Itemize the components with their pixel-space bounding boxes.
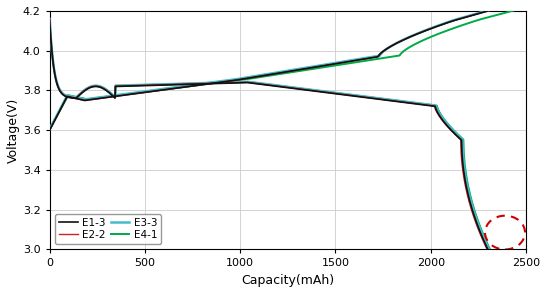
E2-2	[46, 18, 53, 21]
E3-3	[389, 98, 395, 102]
E2-2	[223, 81, 230, 84]
E2-2	[91, 84, 97, 88]
E1-3	[224, 81, 230, 85]
E2-2	[239, 81, 246, 84]
E4-1	[389, 98, 396, 102]
Line: E1-3: E1-3	[50, 20, 488, 250]
E1-3	[46, 18, 53, 22]
E2-2	[347, 93, 353, 97]
E3-3	[91, 84, 98, 88]
E1-3	[485, 248, 491, 251]
E3-3	[397, 99, 403, 103]
E3-3	[46, 17, 53, 21]
Legend: E1-3, E2-2, E3-3, E4-1: E1-3, E2-2, E3-3, E4-1	[55, 214, 161, 244]
E2-2	[387, 98, 394, 102]
Line: E3-3: E3-3	[50, 19, 489, 249]
E3-3	[224, 81, 230, 84]
X-axis label: Capacity(mAh): Capacity(mAh)	[241, 274, 334, 287]
E4-1	[398, 99, 404, 103]
E3-3	[486, 247, 492, 250]
E4-1	[348, 93, 355, 97]
Line: E2-2: E2-2	[50, 19, 487, 249]
E1-3	[91, 85, 98, 88]
E3-3	[348, 93, 354, 97]
E3-3	[240, 80, 246, 83]
E4-1	[240, 80, 247, 84]
Line: E4-1: E4-1	[50, 19, 490, 249]
E1-3	[388, 99, 394, 103]
E4-1	[486, 247, 493, 251]
E4-1	[46, 18, 53, 21]
E2-2	[484, 247, 490, 251]
E1-3	[347, 94, 354, 97]
E1-3	[240, 81, 246, 84]
E1-3	[396, 100, 403, 103]
E2-2	[395, 100, 402, 103]
E4-1	[91, 84, 98, 88]
E4-1	[224, 81, 231, 84]
Y-axis label: Voltage(V): Voltage(V)	[7, 98, 20, 163]
